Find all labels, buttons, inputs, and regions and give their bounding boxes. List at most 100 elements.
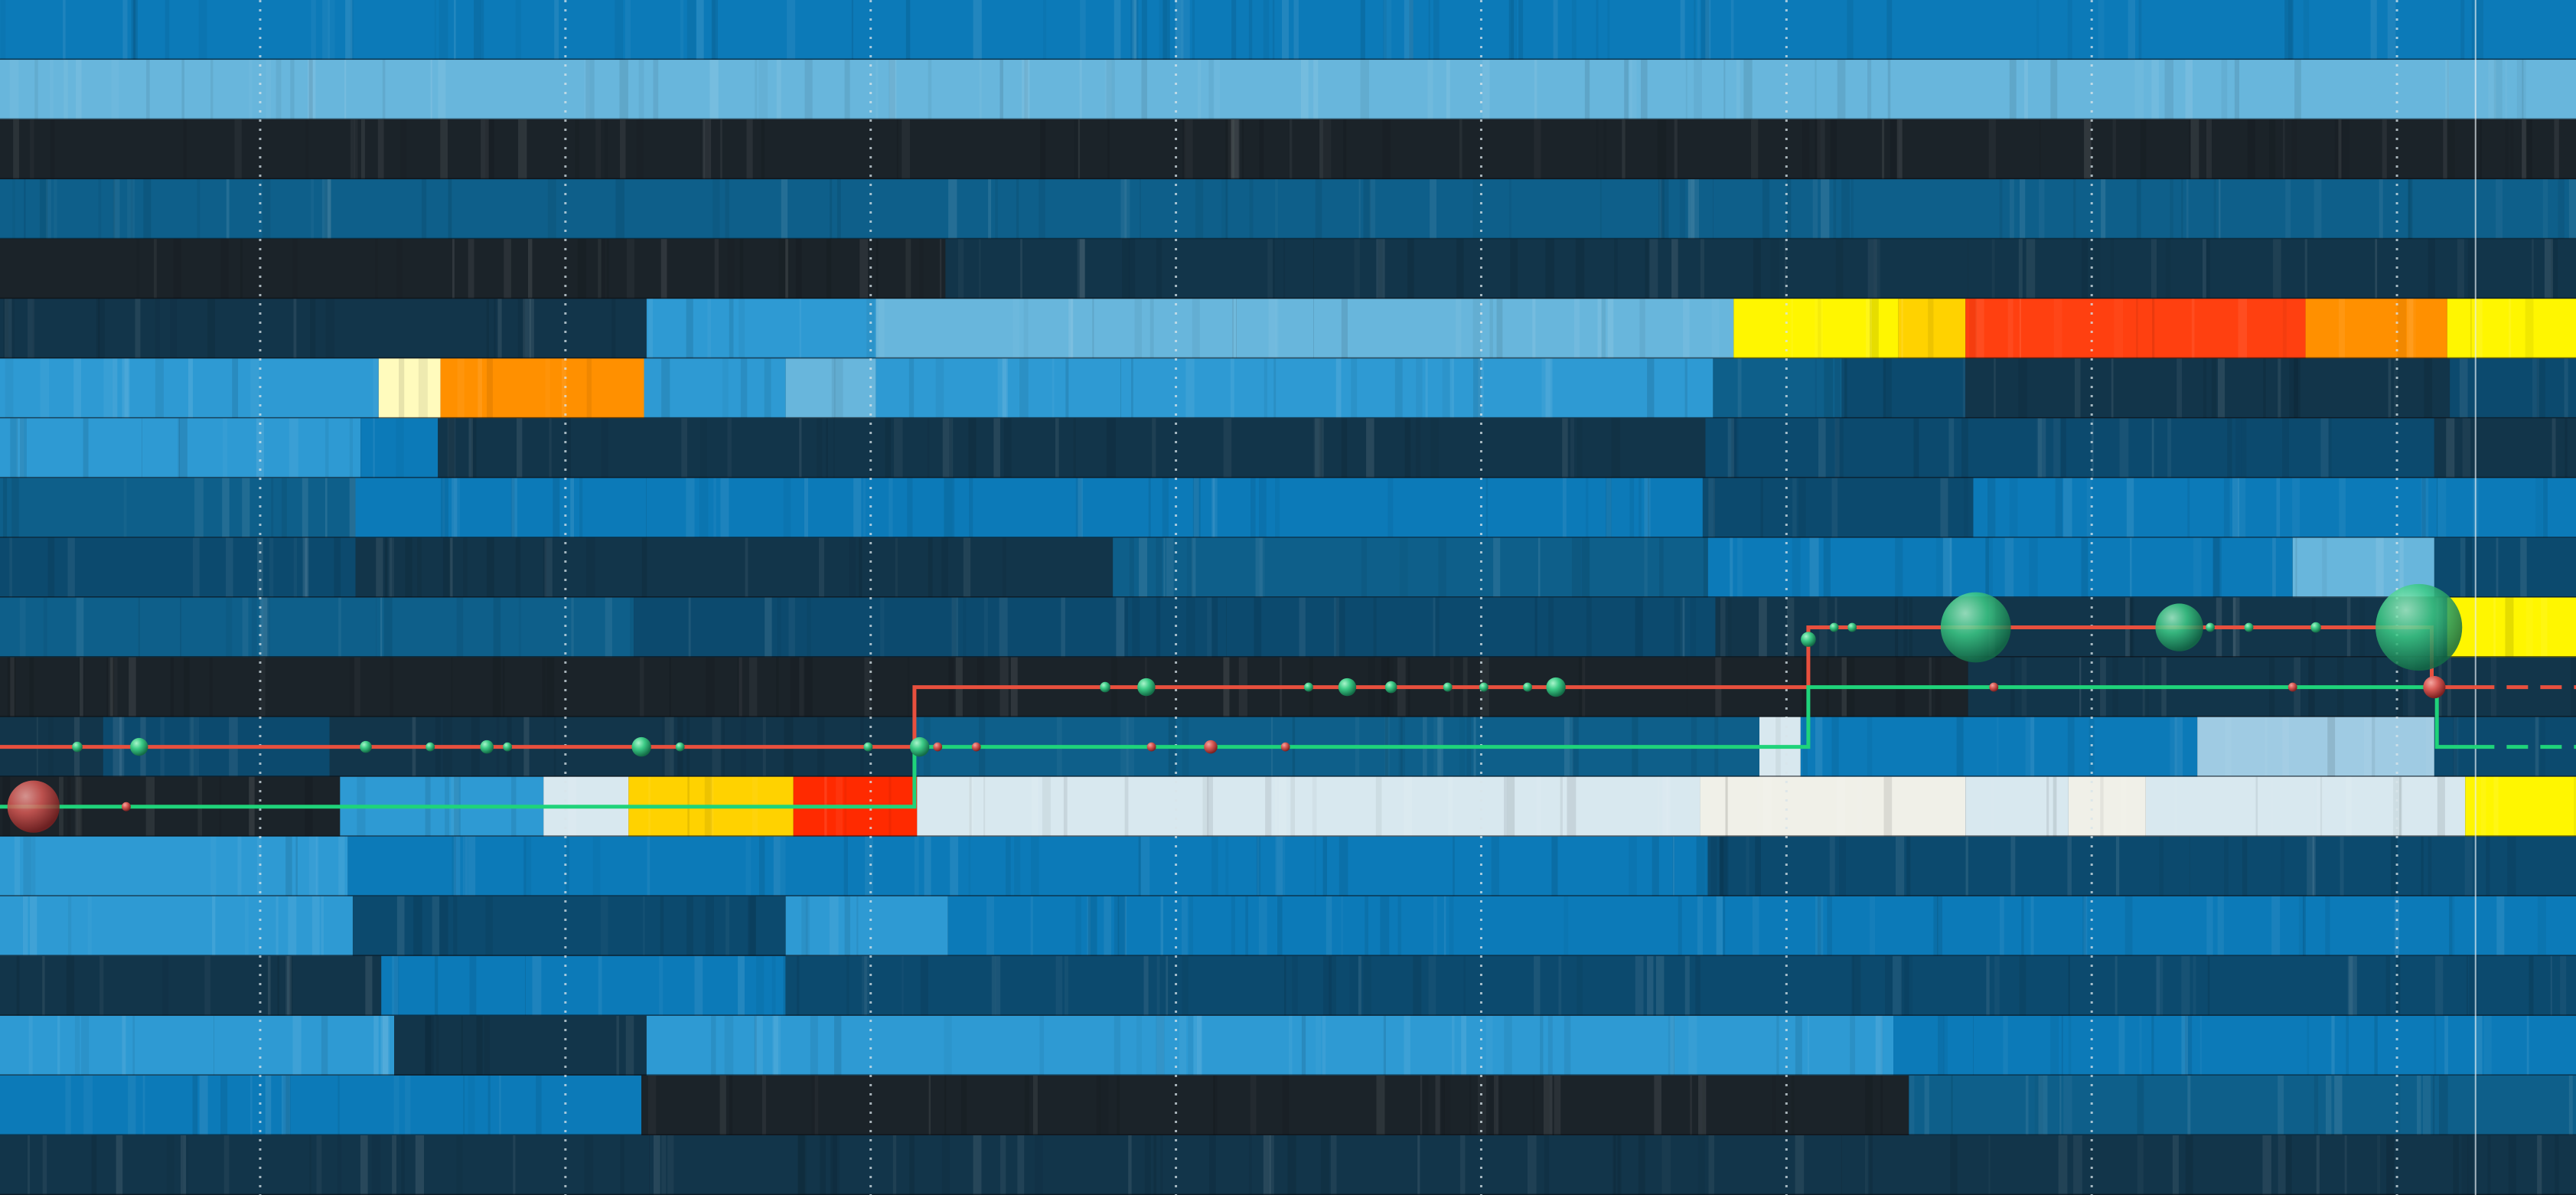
green-event-marker[interactable]: [1100, 681, 1110, 693]
heatmap-texture: [2278, 1075, 2284, 1135]
heatmap-texture: [1786, 597, 1795, 658]
heatmap-texture: [4, 299, 12, 359]
heatmap-texture: [641, 537, 647, 598]
heatmap-texture: [2139, 1016, 2141, 1076]
heatmap-texture: [338, 597, 341, 658]
green-event-marker[interactable]: [675, 742, 685, 752]
heatmap-texture: [2212, 537, 2222, 598]
green-event-marker[interactable]: [1443, 682, 1453, 692]
red-event-marker[interactable]: [1146, 742, 1156, 752]
heatmap-texture: [584, 1135, 594, 1195]
heatmap-texture: [709, 60, 719, 120]
heatmap-texture: [1325, 896, 1332, 956]
heatmap-texture: [907, 478, 913, 538]
red-event-marker[interactable]: [122, 802, 131, 811]
heatmap-texture: [807, 597, 811, 658]
heatmap-texture: [1250, 478, 1256, 538]
green-event-marker[interactable]: [1546, 677, 1566, 697]
green-event-marker[interactable]: [1940, 592, 2011, 663]
heatmap-texture: [2010, 836, 2016, 896]
heatmap-texture: [1376, 1075, 1385, 1135]
heatmap-texture: [952, 478, 955, 538]
green-event-marker[interactable]: [360, 740, 372, 753]
heatmap-texture: [1320, 1135, 1330, 1195]
green-event-marker[interactable]: [1137, 677, 1156, 697]
heatmap-texture: [2447, 119, 2455, 180]
green-event-marker[interactable]: [130, 737, 148, 756]
green-event-marker[interactable]: [909, 736, 930, 757]
green-event-marker[interactable]: [72, 741, 83, 753]
heatmap-texture: [1852, 955, 1861, 1016]
heatmap-texture: [2156, 955, 2160, 1016]
green-event-marker[interactable]: [1479, 682, 1489, 692]
green-event-marker[interactable]: [503, 742, 513, 752]
heatmap-cell: [1733, 299, 1899, 359]
heatmap-texture: [1817, 896, 1821, 956]
heatmap-texture: [481, 119, 489, 180]
heatmap-texture: [1133, 0, 1136, 60]
red-event-marker[interactable]: [1204, 740, 1218, 754]
heatmap-texture: [620, 119, 626, 180]
heatmap-texture: [1644, 537, 1648, 598]
green-event-marker[interactable]: [480, 740, 494, 754]
green-event-marker[interactable]: [1829, 622, 1839, 632]
heatmap-texture: [311, 896, 320, 956]
heatmap-texture: [826, 239, 832, 299]
red-event-marker[interactable]: [1989, 682, 1999, 692]
heatmap-texture: [2136, 299, 2138, 359]
heatmap-row: [0, 478, 2576, 538]
heatmap-texture: [995, 955, 1001, 1016]
red-event-marker[interactable]: [2423, 675, 2446, 699]
green-event-marker[interactable]: [1847, 622, 1857, 632]
heatmap-texture: [454, 0, 456, 60]
heatmap-texture: [223, 418, 227, 478]
heatmap-texture: [376, 537, 383, 598]
green-event-marker[interactable]: [1338, 677, 1357, 697]
heatmap-texture: [1831, 717, 1839, 777]
heatmap-texture: [1948, 418, 1955, 478]
heatmap-texture: [1645, 239, 1649, 299]
heatmap-texture: [325, 299, 335, 359]
heatmap-texture: [1647, 955, 1654, 1016]
heatmap-texture: [349, 658, 354, 717]
heatmap-texture: [226, 179, 230, 240]
green-event-marker[interactable]: [2155, 603, 2203, 651]
green-event-marker[interactable]: [2206, 622, 2215, 632]
green-event-marker[interactable]: [426, 742, 435, 752]
green-event-marker[interactable]: [631, 736, 651, 757]
heatmap-texture: [1830, 119, 1837, 180]
heatmap-texture: [820, 1135, 826, 1195]
heatmap-texture: [1939, 777, 1944, 837]
heatmap-texture: [2568, 179, 2576, 240]
heatmap-texture: [1494, 1075, 1498, 1135]
green-event-marker[interactable]: [1304, 682, 1313, 692]
red-event-marker[interactable]: [7, 780, 60, 833]
heatmap-texture: [876, 60, 879, 120]
green-event-marker[interactable]: [863, 742, 873, 752]
heatmap-texture: [442, 537, 451, 598]
heatmap-texture: [1708, 478, 1715, 538]
red-event-marker[interactable]: [933, 742, 943, 752]
green-event-marker[interactable]: [1523, 682, 1532, 692]
heatmap-texture: [1795, 1135, 1805, 1195]
heatmap-texture: [1644, 478, 1651, 538]
heatmap-texture: [1573, 299, 1580, 359]
red-event-marker[interactable]: [2287, 682, 2297, 692]
heatmap-texture: [1404, 776, 1413, 837]
green-event-marker[interactable]: [1384, 681, 1397, 694]
heatmap-texture: [207, 299, 216, 359]
red-event-marker[interactable]: [971, 742, 981, 752]
heatmap-texture: [250, 358, 259, 419]
heatmap-texture: [2334, 119, 2343, 180]
green-event-marker[interactable]: [1801, 632, 1816, 647]
heatmap-texture: [2181, 955, 2190, 1016]
heatmap-texture: [2273, 239, 2281, 299]
red-event-marker[interactable]: [1280, 742, 1290, 752]
green-event-marker[interactable]: [2375, 583, 2463, 671]
heatmap-texture: [1937, 896, 1943, 956]
green-event-marker[interactable]: [2244, 622, 2254, 632]
green-event-marker[interactable]: [2310, 622, 2321, 633]
heatmap-texture: [511, 478, 517, 538]
heatmap-texture: [2339, 478, 2346, 538]
heatmap-texture: [2565, 418, 2568, 478]
